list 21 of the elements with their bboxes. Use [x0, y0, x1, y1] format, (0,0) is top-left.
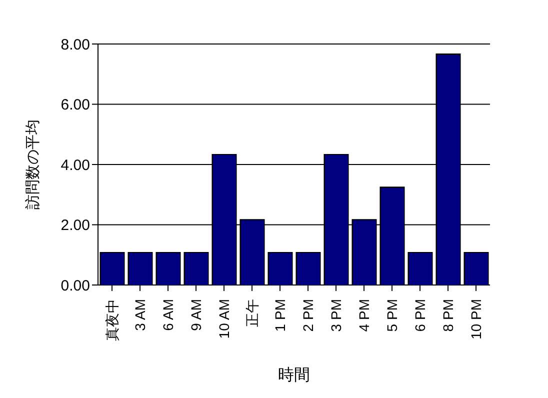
x-tick-label: 5 PM — [384, 299, 400, 332]
x-tick-label: 6 PM — [412, 299, 428, 332]
y-tick-label: 8.00 — [60, 36, 90, 54]
y-axis-title: 訪問数の平均 — [24, 120, 42, 210]
x-tick-label: 3 PM — [328, 299, 344, 332]
y-tick-label: 4.00 — [60, 156, 90, 174]
x-tick-label: 10 PM — [468, 299, 484, 340]
x-tick-label: 9 AM — [188, 299, 204, 331]
x-tick-label: 1 PM — [272, 299, 288, 332]
x-tick-label: 3 AM — [132, 299, 148, 331]
x-tick-label: 10 AM — [216, 299, 232, 339]
x-tick-label: 真夜中 — [104, 299, 120, 341]
x-tick-label: 8 PM — [440, 299, 456, 332]
y-tick-label: 0.00 — [60, 277, 90, 294]
x-tick-label: 6 AM — [160, 299, 176, 331]
x-tick-label: 2 PM — [300, 299, 316, 332]
x-axis-title: 時間 — [278, 366, 310, 384]
y-tick-label: 6.00 — [60, 96, 90, 114]
x-tick-label: 正午 — [244, 299, 260, 327]
y-tick-label: 2.00 — [60, 217, 90, 234]
x-tick-label: 4 PM — [356, 299, 372, 332]
